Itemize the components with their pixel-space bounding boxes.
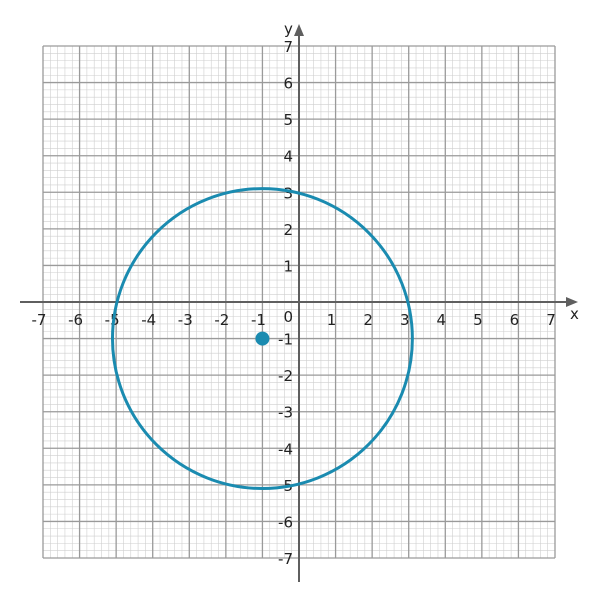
y-tick-label: 4 — [283, 148, 293, 166]
x-tick-label: -3 — [178, 311, 193, 329]
x-tick-label: 2 — [363, 311, 373, 329]
y-tick-label: -4 — [278, 440, 293, 458]
y-tick-label: 1 — [283, 257, 293, 275]
y-tick-label: -7 — [278, 550, 293, 568]
x-axis-arrow — [566, 297, 578, 307]
x-tick-label: -6 — [68, 311, 83, 329]
x-tick-label: 6 — [510, 311, 520, 329]
x-tick-label: -7 — [32, 311, 47, 329]
y-tick-label: 6 — [283, 75, 293, 93]
y-tick-label: 7 — [283, 38, 293, 56]
y-axis-arrow — [294, 24, 304, 36]
y-tick-label: -2 — [278, 367, 293, 385]
x-tick-label: -4 — [141, 311, 156, 329]
y-axis-label: y — [284, 20, 293, 38]
y-tick-label: 2 — [283, 221, 293, 239]
x-tick-labels: -7 -6 -5 -4 -3 -2 -1 1 2 3 4 5 6 7 — [32, 311, 556, 329]
points-layer — [255, 331, 270, 346]
x-tick-label: 1 — [327, 311, 337, 329]
x-tick-label: -1 — [251, 311, 266, 329]
x-tick-label: 7 — [546, 311, 556, 329]
circle-curve — [110, 187, 414, 491]
x-tick-label: 4 — [437, 311, 447, 329]
y-tick-label: -6 — [278, 513, 293, 531]
y-tick-label: -3 — [278, 404, 293, 422]
y-tick-label: 5 — [283, 111, 293, 129]
x-tick-label: 5 — [473, 311, 483, 329]
origin-tick-label: 0 — [283, 308, 293, 326]
center-point — [255, 331, 270, 346]
y-tick-label: 3 — [283, 184, 293, 202]
x-tick-label: 3 — [400, 311, 410, 329]
y-tick-label: -1 — [278, 331, 293, 349]
x-tick-label: -2 — [214, 311, 229, 329]
x-axis-label: x — [570, 305, 579, 323]
